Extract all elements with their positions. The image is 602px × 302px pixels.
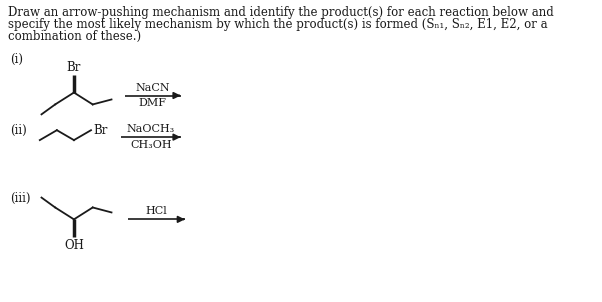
Text: CH₃OH: CH₃OH bbox=[130, 140, 172, 150]
Text: OH: OH bbox=[64, 239, 84, 252]
Text: (ii): (ii) bbox=[10, 124, 26, 137]
Text: combination of these.): combination of these.) bbox=[8, 30, 141, 43]
Text: Draw an arrow-pushing mechanism and identify the product(s) for each reaction be: Draw an arrow-pushing mechanism and iden… bbox=[8, 6, 554, 19]
Text: DMF: DMF bbox=[138, 98, 167, 108]
Text: (iii): (iii) bbox=[10, 192, 31, 205]
Text: specify the most likely mechanism by which the product(s) is formed (Sₙ₁, Sₙ₂, E: specify the most likely mechanism by whi… bbox=[8, 18, 548, 31]
Text: HCl: HCl bbox=[145, 206, 167, 217]
Text: NaCN: NaCN bbox=[135, 82, 170, 92]
Text: (i): (i) bbox=[10, 53, 23, 66]
Text: Br: Br bbox=[93, 124, 108, 137]
Text: Br: Br bbox=[67, 61, 81, 74]
Text: NaOCH₃: NaOCH₃ bbox=[126, 124, 175, 134]
